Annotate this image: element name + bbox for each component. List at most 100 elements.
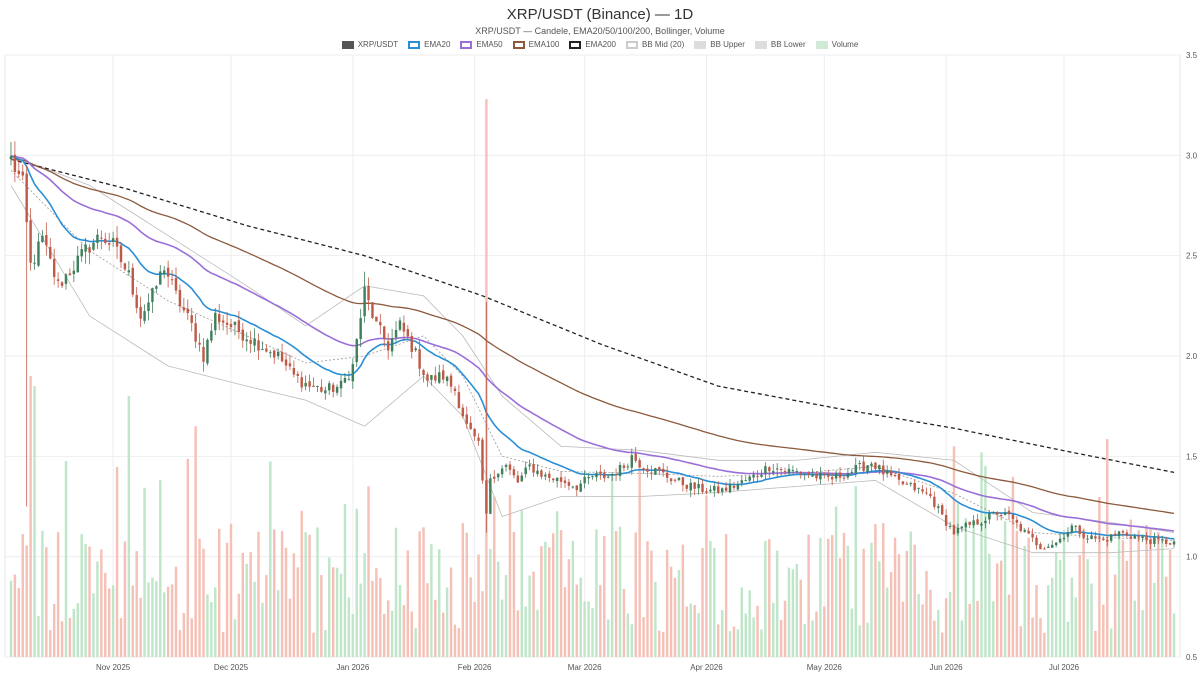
volume-bar — [170, 584, 174, 657]
candle — [198, 333, 201, 352]
candle — [866, 465, 869, 475]
volume-bar — [567, 559, 571, 657]
candle — [937, 503, 940, 514]
y-axis: 0.5 1.0 1.5 2.0 2.5 3.0 3.5 — [1186, 51, 1198, 662]
candle-body — [858, 463, 861, 465]
candle-body — [787, 468, 791, 474]
volume-bar — [186, 458, 190, 657]
legend-entry[interactable]: Volume — [815, 40, 858, 49]
volume-bar — [1168, 549, 1172, 657]
candle-body — [1164, 539, 1168, 544]
volume-bar — [473, 602, 476, 657]
candle — [878, 464, 881, 475]
candle — [846, 467, 850, 480]
legend-entry[interactable]: EMA20 — [408, 40, 450, 49]
candle — [430, 374, 433, 386]
volume-bar — [76, 603, 79, 657]
candle-body — [567, 481, 571, 486]
candle-body — [736, 484, 740, 490]
candle-body — [489, 478, 492, 514]
candle — [850, 468, 854, 474]
volume-bar — [45, 547, 48, 657]
legend-entry[interactable]: XRP/USDT — [341, 40, 398, 49]
candle — [940, 503, 944, 516]
volume-bar — [1157, 532, 1160, 657]
candle — [536, 464, 539, 477]
volume-bar — [669, 566, 673, 657]
volume-bar — [516, 610, 520, 657]
candle — [980, 522, 983, 532]
volume-bar — [775, 550, 779, 657]
volume-bar — [190, 618, 193, 657]
candle-body — [783, 470, 787, 472]
candle — [123, 262, 127, 272]
volume-bar — [453, 624, 457, 657]
candle — [170, 269, 174, 285]
volume-bar — [799, 579, 802, 657]
legend-entry[interactable]: BB Lower — [754, 40, 806, 49]
candle — [359, 308, 362, 348]
volume-bar — [155, 581, 158, 657]
legend-entry[interactable]: EMA100 — [512, 40, 559, 49]
candle-body — [929, 493, 932, 496]
candle-body — [151, 288, 154, 302]
volume-bar — [764, 540, 767, 657]
volume-bar — [673, 577, 677, 657]
candle — [1098, 534, 1101, 543]
candle — [174, 267, 178, 295]
volume-bar — [324, 630, 327, 657]
candle — [673, 478, 677, 483]
candle-body — [909, 483, 912, 485]
legend-swatch — [694, 40, 707, 49]
candle-body — [143, 311, 146, 321]
volume-bar — [96, 561, 99, 657]
volume-bar — [1039, 618, 1042, 657]
candle-body — [253, 338, 256, 346]
candle — [438, 364, 441, 384]
volume-bar — [198, 538, 201, 657]
legend-entry[interactable]: EMA200 — [569, 40, 616, 49]
volume-bar — [921, 604, 924, 657]
volume-bar — [752, 617, 755, 657]
candle-body — [72, 270, 76, 275]
candle — [312, 377, 315, 388]
candle-body — [1125, 532, 1129, 537]
volume-bar — [677, 570, 681, 657]
candle — [1161, 535, 1164, 544]
volume-bar — [174, 566, 178, 657]
candle — [210, 323, 213, 344]
volume-bar — [587, 601, 590, 657]
candle-body — [394, 330, 398, 338]
volume-bar — [862, 548, 865, 657]
volume-bar — [870, 542, 873, 657]
legend-entry[interactable]: BB Upper — [694, 40, 745, 49]
volume-bar — [304, 532, 307, 657]
chart-legend: XRP/USDT EMA20 EMA50 EMA100 EMA200 BB Mid (20… — [0, 40, 1200, 49]
volume-bar — [705, 495, 708, 657]
legend-entry[interactable]: EMA50 — [460, 40, 503, 49]
candle — [100, 230, 103, 250]
volume-bar — [732, 626, 736, 657]
volume-bar — [563, 587, 567, 657]
candle-body — [866, 465, 869, 472]
candle-body — [269, 352, 272, 354]
candle — [351, 358, 355, 389]
candle — [630, 448, 634, 475]
volume-bar — [249, 551, 252, 657]
candle — [422, 368, 425, 383]
volume-bar — [202, 548, 205, 657]
volume-bar — [100, 549, 103, 657]
legend-entry[interactable]: BB Mid (20) — [626, 40, 684, 49]
candle-body — [390, 338, 394, 352]
candle — [1168, 542, 1172, 546]
volume-bar — [728, 631, 732, 657]
candle-body — [952, 525, 956, 535]
candle-body — [159, 271, 162, 285]
candle — [1035, 535, 1038, 550]
candle — [457, 384, 461, 409]
candle — [493, 470, 496, 484]
candle-body — [1094, 536, 1097, 539]
volume-bar — [394, 527, 398, 657]
volume-bar — [717, 624, 720, 657]
volume-bar — [64, 461, 68, 657]
